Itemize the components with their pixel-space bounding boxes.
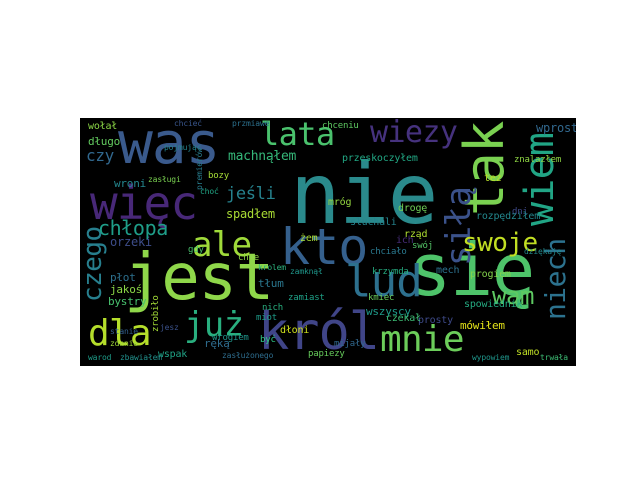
word: mijały [334,339,366,349]
word: dziękuję [524,247,562,256]
word: gdy [188,245,204,255]
word: rząd [404,229,428,240]
word: mnie [380,319,465,360]
word: zasługi [148,175,181,184]
word: progiem [470,269,511,280]
word: przmiawe [232,119,270,128]
word: przeskoczyłem [342,153,418,164]
word: płot [110,271,136,284]
word: wypowiem [472,353,510,362]
word: słuchali [350,217,397,228]
word: jeśli [226,184,276,204]
word: orzeki [110,235,152,249]
word: chcieć [174,119,202,128]
word: ręką [204,337,230,350]
word: pojmując [164,143,202,152]
word: wszyscy [366,305,411,318]
word: bystry [108,295,147,308]
word: nie [290,145,438,243]
word: się [408,228,535,312]
word: kmiec [368,293,395,303]
word: swój [412,241,433,251]
word: warod [88,353,112,362]
word: bozy [208,171,229,181]
word: papiezy [308,349,345,359]
word: chłopa [98,216,168,240]
word: was [118,118,220,177]
word: spowiednik [464,299,523,310]
word: długo [88,135,121,148]
word: kto [280,218,368,276]
word: mech [436,265,460,276]
word: żem [300,233,318,244]
word: tłum [258,277,284,290]
word: król [258,302,380,362]
word: prosty [418,315,453,326]
word: dłoni [280,325,310,336]
word: machnąłem [228,149,297,164]
word: spadłem [226,207,275,221]
word: znalazłem [514,155,562,165]
word: lud [345,256,423,307]
word: wam [492,282,534,310]
word: wiezy [370,118,458,150]
word: stanie [110,327,138,336]
word: ich [396,235,414,246]
word: premierów [195,148,204,190]
word: dni [512,207,528,217]
word: chciało [370,247,407,257]
word: trwała [540,353,568,362]
word: jest [124,241,274,315]
word: miot [256,313,277,323]
word: czy [86,146,114,165]
word: samo [516,347,540,358]
word: chce [238,253,259,263]
word: jesz [160,323,179,332]
word: swoje [462,228,538,258]
word: tez [484,173,502,184]
word: dla [88,313,152,354]
word: ale [192,225,252,265]
word: mówiłem [460,319,505,332]
word: drogę [398,203,428,214]
word: zasłużonego [222,351,274,360]
word: więc [90,176,198,230]
word: wspak [158,349,188,360]
word: czekał [386,313,421,324]
word: lata [260,118,335,153]
word: być [260,335,276,345]
word: chceniu [322,121,359,131]
word: wroni [114,177,147,190]
word: mróg [328,197,352,208]
word: wrogiem [212,333,249,343]
word: wołał [88,121,118,132]
word: krolem [258,263,286,272]
word: choć [200,187,219,196]
word: wprost [536,121,576,135]
word: już [184,305,244,345]
word: zbawiałem [120,353,162,362]
word: zamiast [288,293,325,303]
word: jakoś [110,283,143,296]
word-cloud: nie się jest was król kto więc lud tak w… [80,118,576,366]
word: zdanie [110,339,138,348]
word: nich [262,303,283,313]
word: zamknął [290,267,323,276]
word: rozpędziłem [476,211,541,222]
word: krzymda [372,267,409,277]
